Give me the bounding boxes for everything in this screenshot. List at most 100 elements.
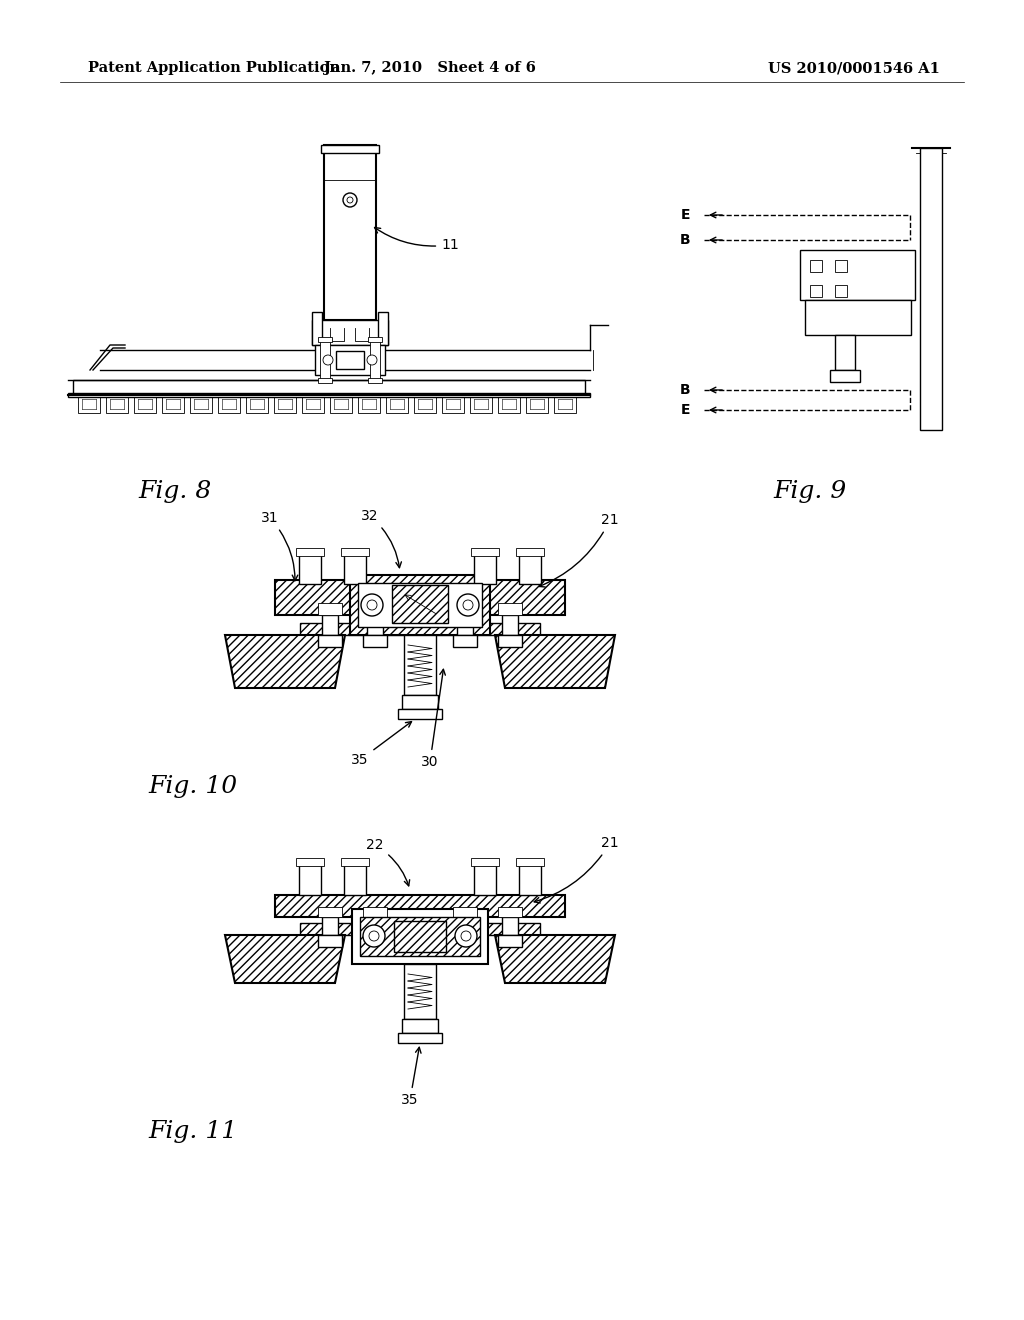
Bar xyxy=(516,548,544,556)
Ellipse shape xyxy=(455,925,477,946)
Bar xyxy=(386,395,408,413)
Bar xyxy=(453,635,477,647)
Bar xyxy=(498,635,522,647)
Bar xyxy=(218,395,240,413)
Bar xyxy=(835,285,847,297)
Bar xyxy=(519,554,541,583)
Bar xyxy=(378,312,388,345)
Bar xyxy=(457,615,473,635)
Bar xyxy=(394,921,446,952)
Bar xyxy=(322,917,338,935)
Ellipse shape xyxy=(347,197,353,203)
Bar xyxy=(318,378,332,383)
Bar xyxy=(362,603,387,615)
Bar xyxy=(299,865,321,895)
Bar xyxy=(805,300,911,335)
Text: 35: 35 xyxy=(351,722,412,767)
Bar xyxy=(830,370,860,381)
Bar xyxy=(471,548,499,556)
Bar xyxy=(362,635,387,647)
Bar xyxy=(318,337,332,342)
Ellipse shape xyxy=(361,594,383,616)
Bar xyxy=(414,395,436,413)
Bar xyxy=(835,260,847,272)
Bar xyxy=(835,335,855,370)
Bar xyxy=(296,858,324,866)
Text: 35: 35 xyxy=(401,1047,421,1107)
Bar xyxy=(367,917,383,935)
Bar xyxy=(516,858,544,866)
Bar xyxy=(498,395,520,413)
Polygon shape xyxy=(495,635,615,688)
Ellipse shape xyxy=(461,931,471,941)
Bar xyxy=(341,858,369,866)
Bar xyxy=(312,319,388,345)
Bar xyxy=(275,579,565,615)
Text: US 2010/0001546 A1: US 2010/0001546 A1 xyxy=(768,61,940,75)
Ellipse shape xyxy=(323,355,333,366)
Text: Fig. 9: Fig. 9 xyxy=(773,480,847,503)
Bar xyxy=(368,337,382,342)
Bar xyxy=(341,548,369,556)
Bar xyxy=(344,865,366,895)
Bar xyxy=(453,603,477,615)
Text: 22: 22 xyxy=(367,838,410,886)
Bar xyxy=(78,395,100,413)
Polygon shape xyxy=(225,635,345,688)
Bar xyxy=(300,923,540,935)
Ellipse shape xyxy=(463,601,473,610)
Text: E: E xyxy=(681,209,690,222)
Bar xyxy=(68,393,590,397)
Bar xyxy=(810,260,822,272)
Bar xyxy=(470,395,492,413)
Bar xyxy=(344,554,366,583)
Bar xyxy=(920,148,942,430)
Bar xyxy=(275,895,565,917)
Bar xyxy=(350,576,490,635)
Bar xyxy=(319,341,330,379)
Bar xyxy=(502,917,518,935)
Bar xyxy=(404,964,436,1019)
Bar xyxy=(190,395,212,413)
Bar xyxy=(302,395,324,413)
Ellipse shape xyxy=(362,925,385,946)
Polygon shape xyxy=(495,935,615,983)
Bar xyxy=(318,907,342,917)
Bar xyxy=(315,345,385,375)
Ellipse shape xyxy=(367,601,377,610)
Bar xyxy=(368,378,382,383)
Bar xyxy=(274,395,296,413)
Bar xyxy=(324,145,376,319)
Bar xyxy=(526,395,548,413)
Bar xyxy=(318,603,342,615)
Text: 32: 32 xyxy=(361,510,401,568)
Bar xyxy=(318,635,342,647)
Bar xyxy=(106,395,128,413)
Bar xyxy=(73,380,585,395)
Ellipse shape xyxy=(369,931,379,941)
Bar xyxy=(392,585,449,623)
Bar xyxy=(453,935,477,946)
Bar xyxy=(296,548,324,556)
Polygon shape xyxy=(225,935,345,983)
Bar xyxy=(800,249,915,300)
Bar xyxy=(318,935,342,946)
Bar xyxy=(321,145,379,153)
Bar xyxy=(471,858,499,866)
Bar xyxy=(246,395,268,413)
Bar xyxy=(322,615,338,635)
Ellipse shape xyxy=(367,355,377,366)
Bar xyxy=(398,709,442,719)
Text: B: B xyxy=(679,383,690,397)
Bar xyxy=(404,635,436,696)
Bar xyxy=(474,554,496,583)
Bar xyxy=(352,909,488,964)
Text: 30: 30 xyxy=(421,669,445,770)
Text: 31: 31 xyxy=(261,511,298,581)
Bar xyxy=(810,285,822,297)
Bar xyxy=(498,935,522,946)
Bar xyxy=(398,1034,442,1043)
Text: B: B xyxy=(679,234,690,247)
Bar xyxy=(330,395,352,413)
Bar xyxy=(312,312,322,345)
